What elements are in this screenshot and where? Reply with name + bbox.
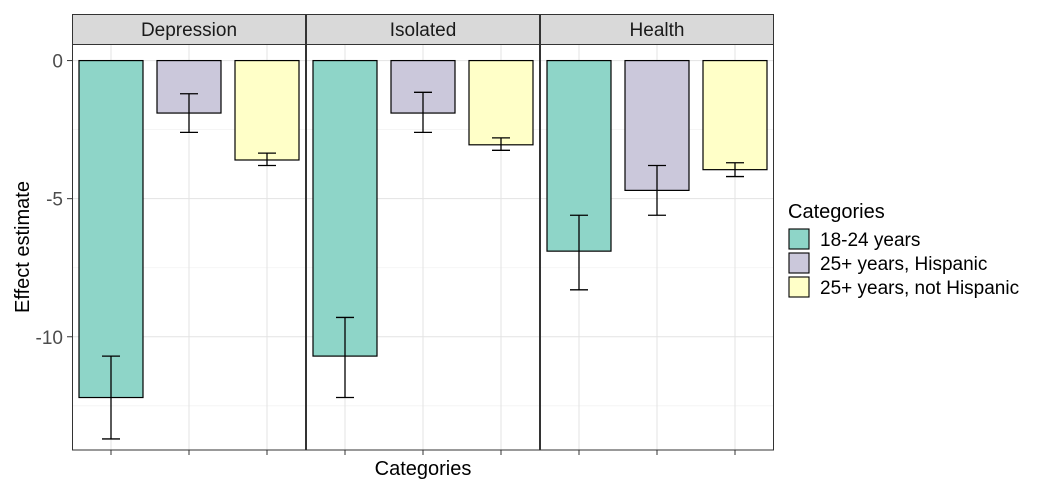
facet-strip <box>306 14 540 45</box>
legend-title: Categories <box>788 201 885 223</box>
facet-strip <box>72 14 306 45</box>
facet-title: Depression <box>141 20 237 41</box>
legend-key <box>788 276 810 298</box>
bar <box>312 59 378 357</box>
facet-title: Health <box>630 20 685 41</box>
legend-key <box>788 252 810 274</box>
legend-label: 25+ years, not Hispanic <box>820 278 1019 299</box>
bar <box>78 59 144 399</box>
y-tick-label: -5 <box>46 190 63 211</box>
y-tick-label: -10 <box>36 328 63 349</box>
y-tick-label: 0 <box>52 52 63 73</box>
legend-label: 25+ years, Hispanic <box>820 254 987 275</box>
facet-strip <box>540 14 774 45</box>
bar <box>468 59 534 146</box>
bar <box>234 59 300 161</box>
facet-title: Isolated <box>390 20 457 41</box>
x-axis-title: Categories <box>375 458 472 479</box>
y-axis-title: Effect estimate <box>12 181 34 313</box>
legend-label: 18-24 years <box>820 230 920 251</box>
legend-key <box>788 228 810 250</box>
bar <box>702 59 768 171</box>
